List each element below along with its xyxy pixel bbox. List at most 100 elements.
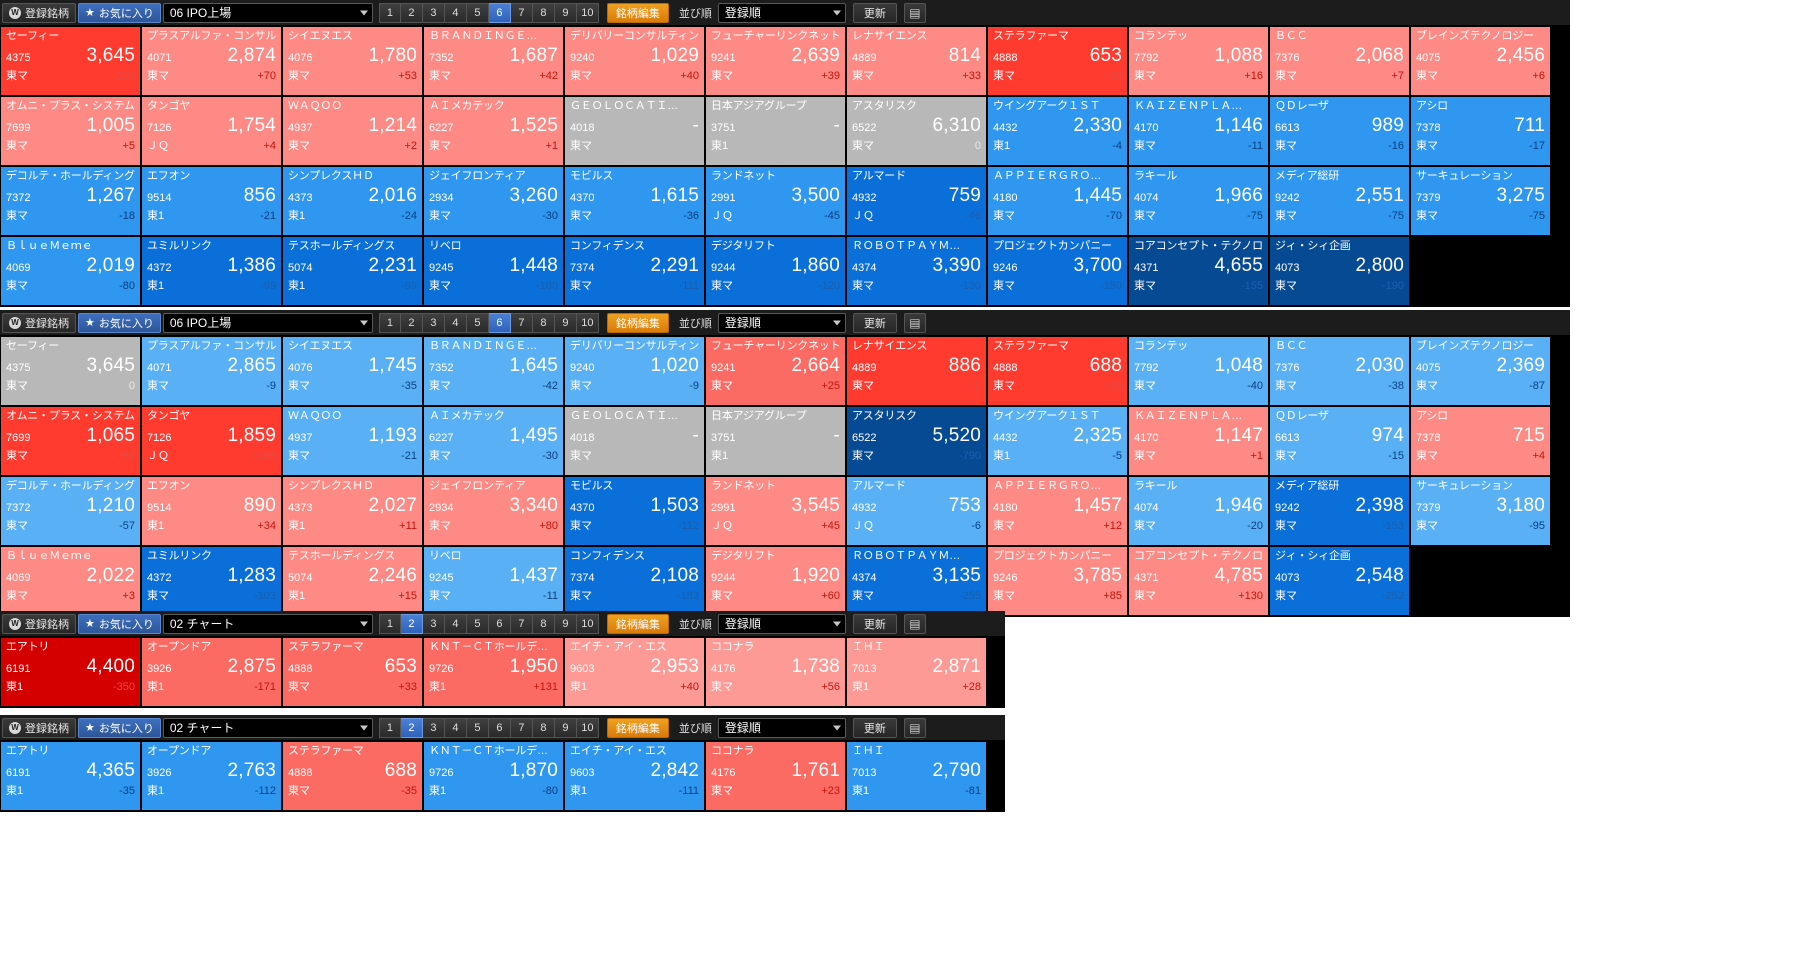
stock-tile[interactable]: コンフィデンス 7374 2,108 東マ -183 — [565, 547, 704, 615]
stock-tile[interactable]: ＢｌｕｅＭｅｍｅ 4069 2,019 東マ -80 — [1, 237, 140, 305]
watchlist-select[interactable]: 06 IPO上場 — [162, 2, 373, 23]
stock-tile[interactable]: 日本アジアグループ 3751 - 東1 — [706, 97, 845, 165]
stock-tile[interactable]: 日本アジアグループ 3751 - 東1 — [706, 407, 845, 475]
stock-tile[interactable]: リベロ 9245 1,448 東マ -100 — [424, 237, 563, 305]
stock-tile[interactable]: テスホールディングス 5074 2,231 東1 -99 — [283, 237, 422, 305]
page-button-2[interactable]: 2 — [400, 717, 423, 738]
stock-tile[interactable]: ステラファーマ 4888 688 東マ +35 — [988, 337, 1127, 405]
stock-tile[interactable]: シンプレクスＨＤ 4373 2,016 東1 -24 — [283, 167, 422, 235]
stock-tile[interactable]: コアコンセプト・テクノロジー 4371 4,785 東マ +130 — [1129, 547, 1268, 615]
page-button-8[interactable]: 8 — [532, 312, 555, 333]
page-button-9[interactable]: 9 — [554, 2, 577, 23]
stock-tile[interactable]: ブレインズテクノロジー 4075 2,456 東マ +6 — [1411, 27, 1550, 95]
stock-tile[interactable]: タンゴヤ 7126 1,859 ＪＱ +105 — [142, 407, 281, 475]
stock-tile[interactable]: アルマード 4932 759 ＪＱ -46 — [847, 167, 986, 235]
sort-order-select[interactable]: 登録順 — [717, 717, 846, 738]
page-button-1[interactable]: 1 — [378, 2, 401, 23]
page-button-4[interactable]: 4 — [444, 2, 467, 23]
stock-tile[interactable]: エフオン 9514 890 東1 +34 — [142, 477, 281, 545]
stock-tile[interactable]: ウイングアーク１ＳＴ 4432 2,330 東1 -4 — [988, 97, 1127, 165]
stock-tile[interactable]: オープンドア 3926 2,763 東1 -112 — [142, 742, 281, 810]
page-button-7[interactable]: 7 — [510, 312, 533, 333]
stock-tile[interactable]: ジェイフロンティア 2934 3,260 東マ -30 — [424, 167, 563, 235]
edit-stocks-button[interactable]: 銘柄編集 — [606, 717, 669, 738]
page-button-9[interactable]: 9 — [554, 613, 577, 634]
stock-tile[interactable]: プラスアルファ・コンサル… 4071 2,865 東マ -9 — [142, 337, 281, 405]
stock-tile[interactable]: ランドネット 2991 3,545 ＪＱ +45 — [706, 477, 845, 545]
page-button-6[interactable]: 6 — [488, 312, 511, 333]
stock-tile[interactable]: アルマード 4932 753 ＪＱ -6 — [847, 477, 986, 545]
stock-tile[interactable]: ジィ・シィ企画 4073 2,548 東マ -252 — [1270, 547, 1409, 615]
stock-tile[interactable]: デジタリフト 9244 1,920 東マ +60 — [706, 547, 845, 615]
stock-tile[interactable]: エフオン 9514 856 東1 -21 — [142, 167, 281, 235]
stock-tile[interactable]: アシロ 7378 711 東マ -17 — [1411, 97, 1550, 165]
stock-tile[interactable]: ユミルリンク 4372 1,386 東1 -99 — [142, 237, 281, 305]
page-button-4[interactable]: 4 — [444, 613, 467, 634]
layout-grid-icon[interactable]: ▤ — [903, 613, 926, 634]
stock-tile[interactable]: プロジェクトカンパニー 9246 3,785 東マ +85 — [988, 547, 1127, 615]
sort-order-select[interactable]: 登録順 — [717, 312, 846, 333]
stock-tile[interactable]: タンゴヤ 7126 1,754 ＪＱ +4 — [142, 97, 281, 165]
stock-tile[interactable]: ＫＮＴ－ＣＴホールデ… 9726 1,950 東1 +131 — [424, 638, 563, 706]
stock-tile[interactable]: オムニ・プラス・システム・リミ 7699 1,005 東マ +5 — [1, 97, 140, 165]
stock-tile[interactable]: ブレインズテクノロジー 4075 2,369 東マ -87 — [1411, 337, 1550, 405]
page-button-4[interactable]: 4 — [444, 312, 467, 333]
update-button[interactable]: 更新 — [852, 717, 897, 738]
edit-stocks-button[interactable]: 銘柄編集 — [606, 613, 669, 634]
stock-tile[interactable]: モビルス 4370 1,615 東マ -36 — [565, 167, 704, 235]
page-button-10[interactable]: 10 — [576, 717, 599, 738]
page-button-10[interactable]: 10 — [576, 613, 599, 634]
stock-tile[interactable]: エアトリ 6191 4,365 東1 -35 — [1, 742, 140, 810]
page-button-4[interactable]: 4 — [444, 717, 467, 738]
stock-tile[interactable]: プラスアルファ・コンサル… 4071 2,874 東マ +70 — [142, 27, 281, 95]
page-button-8[interactable]: 8 — [532, 613, 555, 634]
favorites-button[interactable]: ★ お気に入り — [78, 717, 161, 738]
stock-tile[interactable]: デコルテ・ホールディングス 7372 1,267 東マ -18 — [1, 167, 140, 235]
stock-tile[interactable]: レナサイエンス 4889 886 東マ +72 — [847, 337, 986, 405]
stock-tile[interactable]: ＲＯＢＯＴＰＡＹＭ… 4374 3,390 東マ -130 — [847, 237, 986, 305]
stock-tile[interactable]: メディア総研 9242 2,398 東マ -153 — [1270, 477, 1409, 545]
page-button-5[interactable]: 5 — [466, 717, 489, 738]
stock-tile[interactable]: ＢＲＡＮＤＩＮＧＥ… 7352 1,687 東マ +42 — [424, 27, 563, 95]
sort-order-select[interactable]: 登録順 — [717, 613, 846, 634]
favorites-button[interactable]: ★ お気に入り — [78, 613, 161, 634]
stock-tile[interactable]: ＲＯＢＯＴＰＡＹＭ… 4374 3,135 東マ -255 — [847, 547, 986, 615]
stock-tile[interactable]: ジィ・シィ企画 4073 2,800 東マ -190 — [1270, 237, 1409, 305]
page-button-7[interactable]: 7 — [510, 717, 533, 738]
page-button-7[interactable]: 7 — [510, 2, 533, 23]
stock-tile[interactable]: ＡＰＰＩＥＲＧＲＯ… 4180 1,457 東マ +12 — [988, 477, 1127, 545]
stock-tile[interactable]: ＢＲＡＮＤＩＮＧＥ… 7352 1,645 東マ -42 — [424, 337, 563, 405]
edit-stocks-button[interactable]: 銘柄編集 — [606, 312, 669, 333]
stock-tile[interactable]: ＫＡＩＺＥＮＰＬＡ… 4170 1,146 東マ -11 — [1129, 97, 1268, 165]
stock-tile[interactable]: フューチャーリンクネットワ… 9241 2,639 東マ +39 — [706, 27, 845, 95]
page-button-3[interactable]: 3 — [422, 312, 445, 333]
stock-tile[interactable]: ステラファーマ 4888 653 東マ +33 — [988, 27, 1127, 95]
layout-grid-icon[interactable]: ▤ — [903, 717, 926, 738]
stock-tile[interactable]: サーキュレーション 7379 3,180 東マ -95 — [1411, 477, 1550, 545]
stock-tile[interactable]: シイエヌエス 4076 1,745 東マ -35 — [283, 337, 422, 405]
stock-tile[interactable]: ＡＩメカテック 6227 1,525 東マ +1 — [424, 97, 563, 165]
stock-tile[interactable]: ＷＡＱＯＯ 4937 1,214 東マ +2 — [283, 97, 422, 165]
stock-tile[interactable]: アスタリスク 6522 6,310 東マ 0 — [847, 97, 986, 165]
page-button-3[interactable]: 3 — [422, 613, 445, 634]
stock-tile[interactable]: ジェイフロンティア 2934 3,340 東マ +80 — [424, 477, 563, 545]
layout-grid-icon[interactable]: ▤ — [903, 312, 926, 333]
stock-tile[interactable]: デリバリーコンサルティング 9240 1,020 東マ -9 — [565, 337, 704, 405]
stock-tile[interactable]: ココナラ 4176 1,738 東マ +56 — [706, 638, 845, 706]
page-button-8[interactable]: 8 — [532, 2, 555, 23]
update-button[interactable]: 更新 — [852, 312, 897, 333]
page-button-2[interactable]: 2 — [400, 613, 423, 634]
stock-tile[interactable]: ＢｌｕｅＭｅｍｅ 4069 2,022 東マ +3 — [1, 547, 140, 615]
stock-tile[interactable]: ＩＨＩ 7013 2,871 東1 +28 — [847, 638, 986, 706]
stock-tile[interactable]: ＫＮＴ－ＣＴホールデ… 9726 1,870 東1 -80 — [424, 742, 563, 810]
update-button[interactable]: 更新 — [852, 613, 897, 634]
registered-stocks-button[interactable]: W 登録銘柄 — [2, 312, 76, 333]
stock-tile[interactable]: ステラファーマ 4888 653 東マ +33 — [283, 638, 422, 706]
stock-tile[interactable]: ＢＣＣ 7376 2,030 東マ -38 — [1270, 337, 1409, 405]
stock-tile[interactable]: ＧＥＯＬＯＣＡＴＩ… 4018 - 東マ — [565, 407, 704, 475]
stock-tile[interactable]: コランテッ 7792 1,048 東マ -40 — [1129, 337, 1268, 405]
stock-tile[interactable]: ＧＥＯＬＯＣＡＴＩ… 4018 - 東マ — [565, 97, 704, 165]
stock-tile[interactable]: ＱＤレーザ 6613 989 東マ -16 — [1270, 97, 1409, 165]
page-button-5[interactable]: 5 — [466, 613, 489, 634]
watchlist-select[interactable]: 06 IPO上場 — [162, 312, 373, 333]
